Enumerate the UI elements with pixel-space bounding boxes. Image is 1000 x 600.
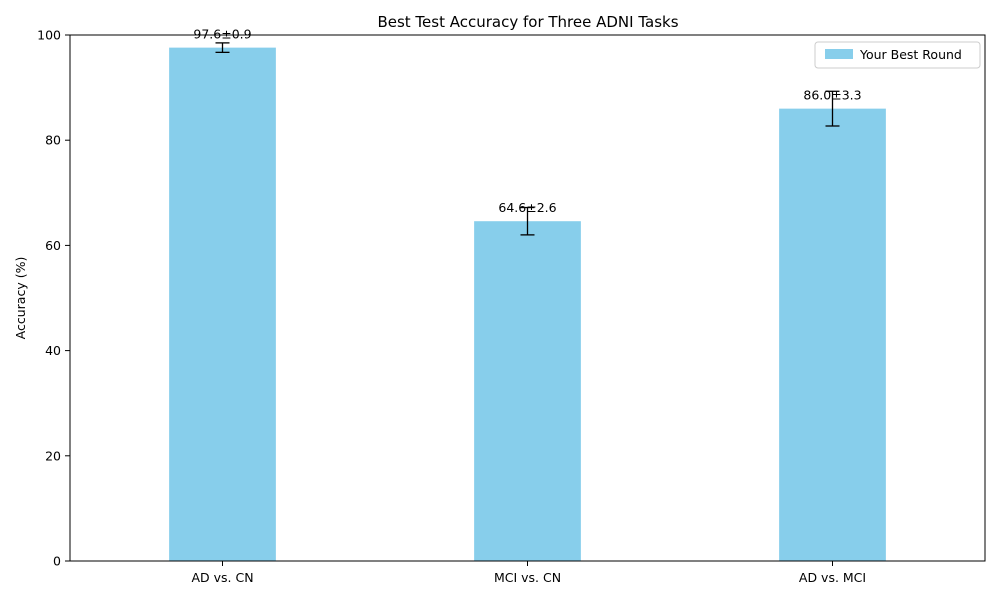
legend-label: Your Best Round — [859, 47, 962, 62]
bar — [169, 47, 276, 561]
legend: Your Best Round — [814, 41, 981, 69]
y-tick-label: 80 — [45, 133, 61, 148]
y-tick-label: 60 — [45, 238, 61, 253]
x-tick-label: MCI vs. CN — [494, 570, 561, 585]
y-tick-label: 0 — [53, 554, 61, 569]
bar — [779, 108, 886, 561]
axes-frame — [69, 34, 986, 562]
legend-swatch — [825, 49, 853, 59]
bar — [474, 221, 581, 562]
y-tick-label: 40 — [45, 343, 61, 358]
x-tick-label: AD vs. CN — [191, 570, 253, 585]
data-label: 86.0±3.3 — [803, 88, 861, 103]
data-label: 97.6±0.9 — [193, 27, 251, 42]
x-tick-label: AD vs. MCI — [799, 570, 866, 585]
legend-frame — [814, 41, 981, 69]
y-tick-label: 20 — [45, 448, 61, 463]
y-tick-label: 100 — [37, 28, 61, 43]
y-axis-label: Accuracy (%) — [13, 257, 28, 340]
chart-title: Best Test Accuracy for Three ADNI Tasks — [377, 13, 678, 31]
plot-area: 97.6±0.9 AD vs. CN 64.6±2.6 MCI vs. CN 86.0±… — [37, 27, 986, 585]
data-label: 64.6±2.6 — [498, 200, 556, 215]
